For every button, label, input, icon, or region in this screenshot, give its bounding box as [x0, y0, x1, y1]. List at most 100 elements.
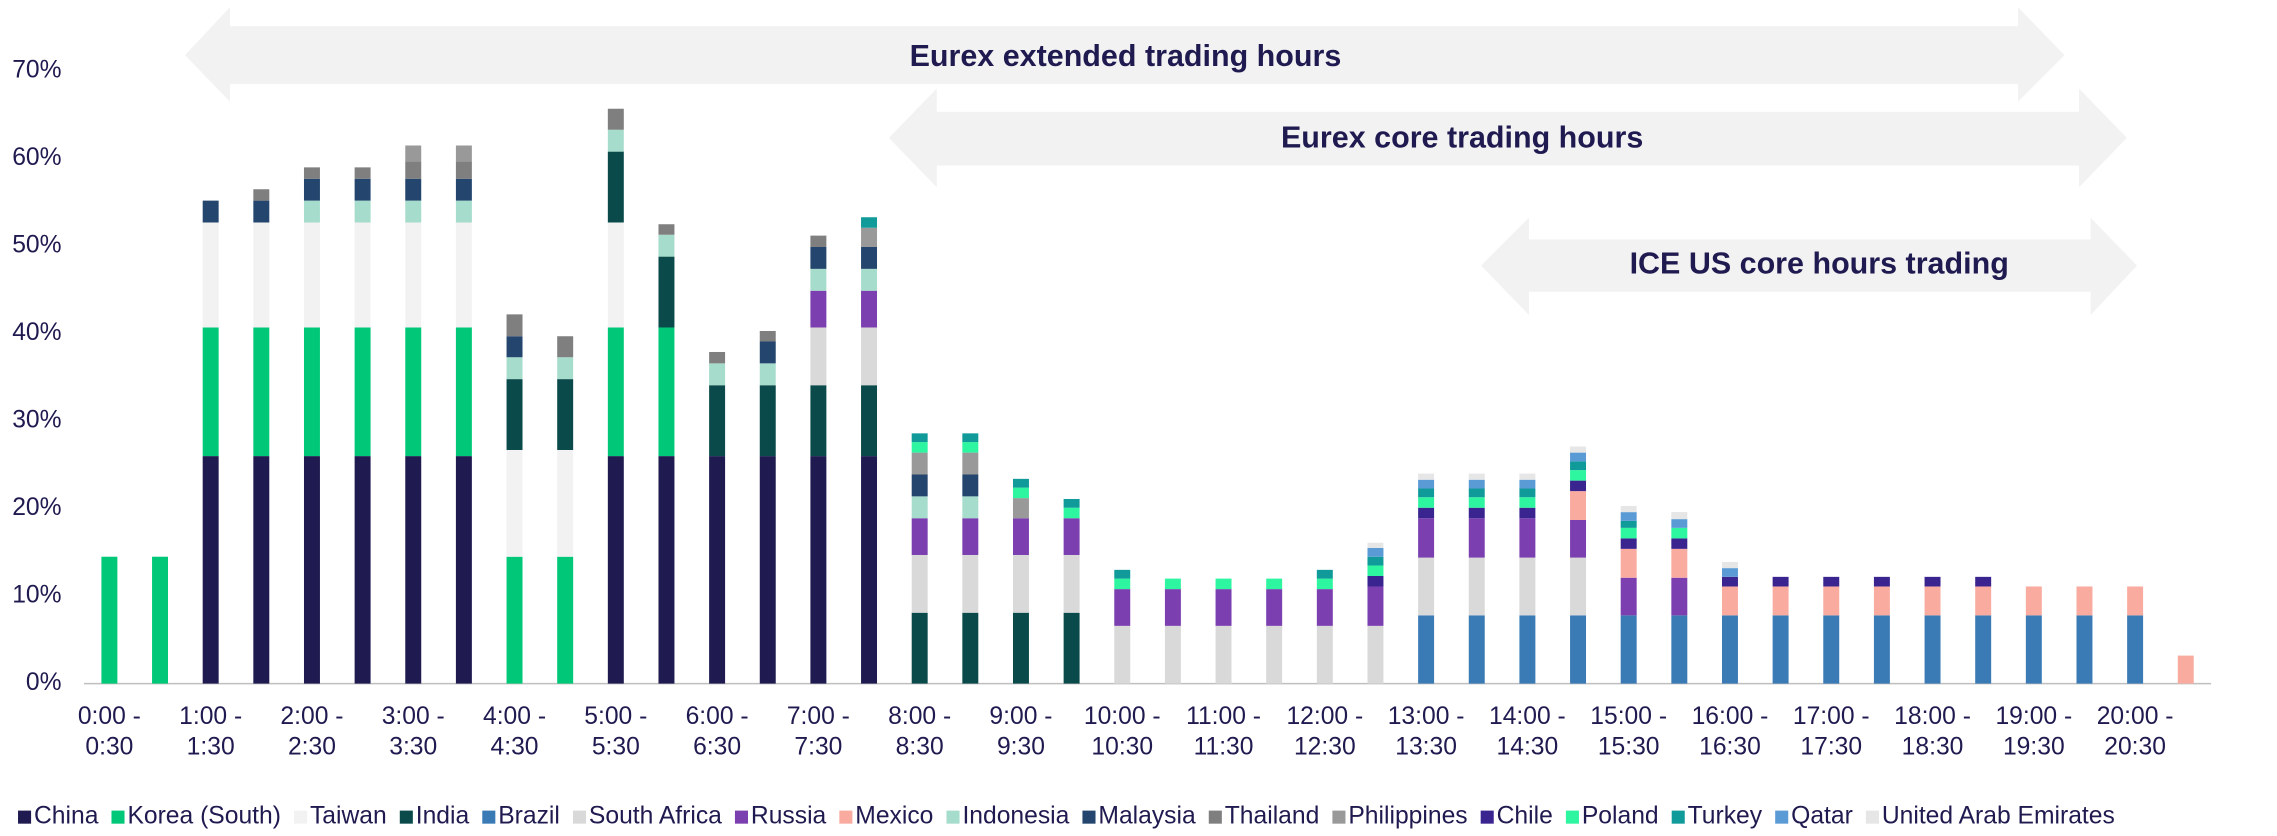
bar-segment — [1012, 554, 1029, 613]
bar-segment — [1570, 491, 1587, 520]
bar-segment — [1721, 586, 1738, 616]
bar-segment — [1924, 586, 1941, 616]
legend-swatch — [294, 810, 308, 824]
bar-segment — [1063, 518, 1080, 555]
bar-segment — [1468, 557, 1485, 616]
bar-segment — [354, 327, 371, 457]
legend-swatch — [946, 810, 960, 824]
bar-segment — [405, 145, 422, 162]
bar-segment — [1721, 576, 1738, 587]
bar-segment — [354, 167, 371, 179]
y-tick-label: 0% — [26, 669, 62, 696]
x-tick-label: 19:00 -19:30 — [1995, 703, 2072, 760]
bar-segment — [1063, 507, 1080, 519]
bar-segment — [1012, 487, 1029, 499]
bar-segment — [1519, 507, 1536, 519]
bar-segment — [1063, 612, 1080, 684]
bar-segment — [1721, 615, 1738, 684]
bar-segment — [506, 357, 523, 380]
legend-swatch — [399, 810, 413, 824]
y-tick-label: 30% — [12, 407, 61, 434]
bar-segment — [303, 200, 320, 223]
bar-segment — [1367, 586, 1384, 626]
x-tick-label: 14:00 -14:30 — [1489, 703, 1566, 760]
bar-segment — [1266, 589, 1283, 626]
bar-segment — [202, 456, 219, 684]
legend-label: Philippines — [1348, 803, 1467, 830]
bar-segment — [1671, 577, 1688, 616]
bar-segment — [1367, 575, 1384, 587]
bar-segment — [1823, 615, 1840, 684]
bar-segment — [709, 363, 726, 386]
legend-swatch — [18, 810, 32, 824]
bar-segment — [1823, 576, 1840, 587]
bar-segment — [253, 222, 270, 328]
bar-segment — [1924, 576, 1941, 587]
bar-segment — [1468, 473, 1485, 480]
bar-segment — [253, 456, 270, 684]
bar-segment — [759, 456, 776, 684]
bar-segment — [607, 129, 624, 152]
bar-segment — [911, 496, 928, 519]
bar-segment — [405, 222, 422, 328]
bar-segment — [962, 474, 979, 497]
bar-segment — [1823, 586, 1840, 616]
bar-segment — [1266, 625, 1283, 684]
x-tick-label: 1:00 -1:30 — [179, 703, 242, 760]
arrow — [888, 88, 2127, 188]
bar-segment — [759, 341, 776, 364]
bar-segment — [1671, 527, 1688, 539]
x-tick-label: 11:00 -11:30 — [1186, 703, 1261, 760]
bar-segment — [253, 327, 270, 457]
x-tick-label: 15:00 -15:30 — [1590, 703, 1667, 760]
bar-segment — [861, 385, 878, 457]
bar-segment — [1570, 557, 1587, 616]
bar-segment — [1367, 565, 1384, 576]
bar-segment — [1367, 542, 1384, 548]
bar-segment — [1570, 446, 1587, 453]
legend-swatch — [1332, 810, 1346, 824]
bar-segment — [1468, 497, 1485, 508]
bar-segment — [354, 222, 371, 328]
x-tick-label: 0:00 -0:30 — [78, 703, 141, 760]
bar-segment — [911, 612, 928, 684]
bar-segment — [861, 227, 878, 247]
bar-segment — [962, 442, 979, 453]
bar-segment — [1570, 461, 1587, 471]
bar-segment — [1367, 625, 1384, 684]
bar-segment — [810, 385, 827, 457]
bar-segment — [861, 268, 878, 291]
bar-segment — [1620, 520, 1637, 528]
x-tick-label: 6:00 -6:30 — [686, 703, 749, 760]
bar-segment — [557, 556, 574, 684]
bar-segment — [1215, 578, 1232, 590]
bar-segment — [658, 256, 675, 328]
bar-segment — [1266, 578, 1283, 590]
bar-segment — [1114, 589, 1131, 626]
bar-segment — [1164, 589, 1181, 626]
bar-segment — [759, 363, 776, 386]
bar-segment — [1063, 498, 1080, 508]
bar-segment — [557, 357, 574, 380]
bar-segment — [810, 268, 827, 291]
bar-segment — [709, 456, 726, 684]
bar-segment — [1114, 625, 1131, 684]
bar-segment — [810, 327, 827, 386]
legend-label: United Arab Emirates — [1882, 803, 2115, 830]
bar-segment — [1873, 586, 1890, 616]
bar-segment — [1620, 577, 1637, 616]
bar-segment — [1316, 625, 1333, 684]
legend-label: Thailand — [1225, 803, 1320, 830]
bar-segment — [1468, 507, 1485, 519]
bar-segment — [810, 290, 827, 328]
bar-segment — [607, 327, 624, 457]
bar-segment — [202, 200, 219, 223]
bar-segment — [2025, 586, 2042, 616]
bar-segment — [607, 151, 624, 223]
bar-segment — [1418, 615, 1435, 684]
bar-segment — [405, 456, 422, 684]
bar-segment — [1468, 518, 1485, 558]
x-tick-label: 9:00 -9:30 — [989, 703, 1052, 760]
bar-segment — [557, 336, 574, 358]
legend-swatch — [1775, 810, 1789, 824]
